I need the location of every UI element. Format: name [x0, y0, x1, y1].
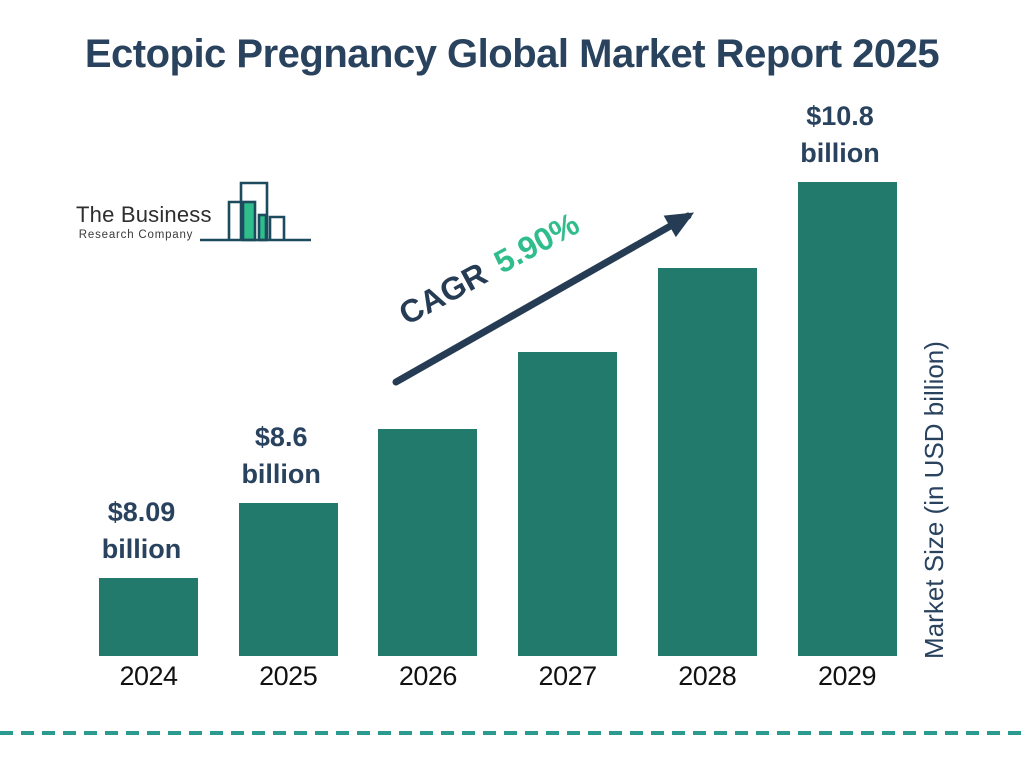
page-title: Ectopic Pregnancy Global Market Report 2… [84, 32, 940, 76]
bar-chart-logo-icon [200, 181, 311, 242]
x-tick-2028: 2028 [678, 661, 737, 691]
bar-2027 [518, 352, 618, 656]
bar-2029 [797, 182, 897, 656]
value-label-2025: $8.6 billion [201, 419, 361, 493]
value-line1: $8.09 [107, 497, 176, 527]
bottom-dashed-divider [0, 731, 1024, 735]
company-logo: The Business Research Company [76, 181, 313, 243]
value-label-2024: $8.09 billion [62, 494, 222, 568]
x-tick-2026: 2026 [398, 661, 458, 691]
logo-text: The Business Research Company [76, 202, 212, 241]
bar-2025 [238, 503, 338, 656]
value-line2: billion [241, 459, 321, 489]
y-axis-label: Market Size (in USD billion) [919, 341, 949, 659]
value-line1: $8.6 [254, 422, 308, 452]
bar-2028 [657, 268, 757, 656]
value-line1: $10.8 [806, 101, 874, 131]
bar-2026 [378, 429, 478, 656]
x-tick-2024: 2024 [119, 661, 178, 691]
logo-company-name: The Business [76, 202, 212, 227]
value-label-2029: $10.8 billion [760, 98, 920, 172]
x-tick-2025: 2025 [259, 661, 318, 691]
x-tick-2029: 2029 [817, 661, 877, 691]
logo-company-subtitle: Research Company [78, 229, 194, 241]
value-line2: billion [101, 534, 182, 564]
value-line2: billion [800, 138, 880, 168]
x-tick-2027: 2027 [538, 661, 598, 691]
bar-2024 [99, 578, 198, 656]
